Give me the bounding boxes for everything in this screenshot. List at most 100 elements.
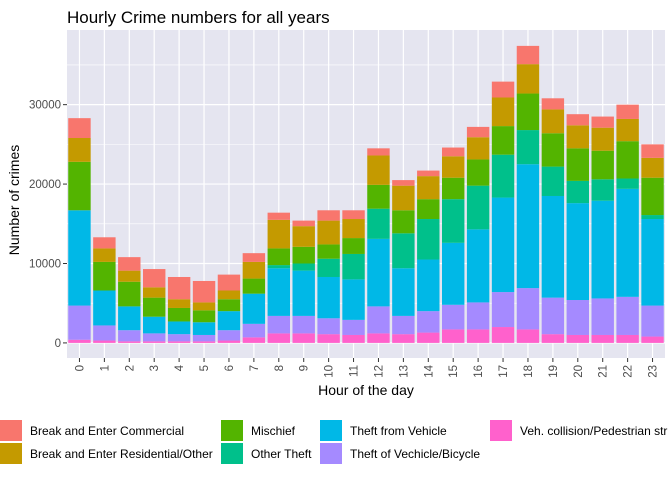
bar-segment [591, 200, 614, 299]
bar-segment [591, 334, 614, 343]
bar-stack-19 [541, 98, 565, 343]
bar-segment [118, 281, 141, 307]
legend-swatch [320, 420, 342, 441]
bar-segment [466, 302, 490, 330]
bar-segment [342, 334, 365, 343]
bar-segment [317, 276, 340, 319]
x-tick-label: 20 [573, 365, 585, 378]
bar-segment [616, 178, 639, 189]
bar-segment [342, 279, 365, 320]
bar-segment [591, 127, 614, 151]
bar-segment [491, 81, 515, 98]
bar-segment [566, 125, 590, 149]
legend-item: Other Theft [221, 443, 312, 464]
bar-segment [441, 156, 465, 178]
bar-stack-8 [267, 212, 291, 343]
x-tick-label: 11 [349, 365, 361, 377]
bar-segment [267, 212, 291, 220]
y-tick-label: 20000 [29, 179, 61, 191]
legend-label: Break and Enter Residential/Other [30, 447, 213, 461]
bar-segment [267, 219, 291, 249]
bar-segment [68, 118, 91, 139]
bar-segment [641, 305, 664, 337]
bar-segment [392, 180, 415, 186]
bar-stack-5 [192, 280, 216, 343]
x-tick-label: 21 [598, 365, 610, 378]
legend-label: Other Theft [251, 447, 312, 461]
bar-segment [466, 229, 490, 303]
bar-segment [616, 188, 639, 297]
bar-segment [367, 155, 390, 185]
x-tick-label: 15 [448, 365, 460, 378]
bar-segment [417, 176, 440, 200]
bar-segment [367, 208, 390, 239]
bar-segment [491, 154, 515, 198]
bar-segment [417, 219, 440, 260]
bar-segment [566, 300, 590, 335]
bar-stack-17 [491, 81, 515, 343]
bar-segment [566, 180, 590, 204]
chart-title: Hourly Crime numbers for all years [67, 8, 330, 27]
bar-segment [317, 220, 340, 245]
bar-segment [566, 148, 590, 181]
bar-segment [93, 261, 116, 291]
bar-segment [441, 304, 465, 330]
bar-segment [641, 219, 664, 306]
legend-label: Theft from Vehicle [350, 424, 447, 438]
bar-segment [641, 177, 664, 216]
bar-segment [392, 233, 415, 269]
bar-segment [392, 268, 415, 316]
bar-segment [392, 315, 415, 335]
bar-segment [591, 150, 614, 180]
bar-segment [192, 280, 216, 303]
bar-segment [142, 316, 166, 334]
bar-segment [267, 315, 291, 334]
bar-segment [267, 248, 291, 266]
bar-segment [68, 210, 91, 306]
bar-segment [367, 184, 390, 209]
bar-segment [93, 290, 116, 326]
legend-item: Break and Enter Residential/Other [0, 443, 213, 464]
bar-segment [516, 329, 540, 343]
bar-segment [516, 45, 540, 65]
bar-segment [292, 263, 315, 271]
bar-segment [242, 278, 266, 294]
x-tick-label: 1 [99, 365, 111, 371]
bar-segment [417, 259, 440, 312]
bar-segment [417, 332, 440, 343]
bar-stack-21 [591, 116, 614, 343]
bar-segment [292, 270, 315, 316]
bar-segment [441, 177, 465, 200]
bar-segment [616, 118, 639, 142]
bar-segment [242, 261, 266, 279]
bar-segment [167, 299, 191, 308]
bar-segment [616, 334, 639, 343]
x-tick-label: 18 [523, 365, 535, 378]
bar-segment [292, 220, 315, 227]
legend-label: Mischief [251, 424, 296, 438]
legend-item: Theft from Vehicle [320, 420, 447, 441]
bar-segment [591, 116, 614, 128]
bar-segment [367, 333, 390, 343]
bar-segment [441, 242, 465, 305]
bar-segment [267, 333, 291, 343]
bar-segment [616, 296, 639, 335]
bar-segment [516, 130, 540, 165]
bar-segment [93, 248, 116, 262]
y-axis: 0 10000 20000 30000 [29, 100, 67, 350]
bar-segment [392, 334, 415, 343]
x-tick-label: 13 [398, 365, 410, 378]
bar-segment [491, 327, 515, 343]
bar-segment [118, 330, 141, 342]
bar-segment [118, 270, 141, 282]
bar-segment [616, 104, 639, 119]
bar-segment [491, 126, 515, 155]
legend-swatch [221, 420, 243, 441]
bar-stack-3 [142, 269, 166, 343]
bar-stack-2 [118, 257, 141, 343]
bar-segment [192, 334, 216, 342]
bar-segment [516, 288, 540, 330]
x-tick-label: 9 [299, 365, 311, 371]
bar-segment [292, 226, 315, 247]
bar-segment [267, 265, 291, 269]
